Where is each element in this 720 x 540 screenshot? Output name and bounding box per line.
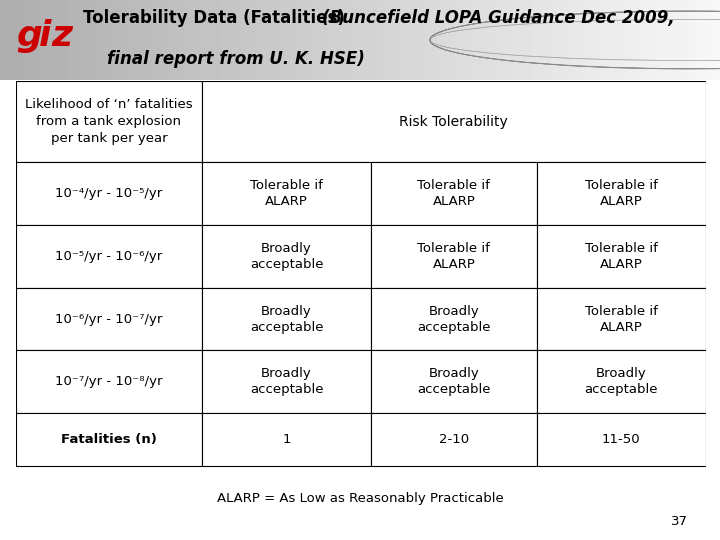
Bar xyxy=(536,288,706,350)
Bar xyxy=(536,163,706,225)
Text: g: g xyxy=(16,19,42,53)
Text: Tolerable if
ALARP: Tolerable if ALARP xyxy=(418,179,490,208)
Bar xyxy=(536,413,706,466)
Text: Broadly
acceptable: Broadly acceptable xyxy=(417,305,490,334)
Bar xyxy=(16,225,202,288)
Bar xyxy=(16,288,202,350)
Text: Tolerable if
ALARP: Tolerable if ALARP xyxy=(585,179,657,208)
Text: 1: 1 xyxy=(282,433,291,446)
Text: (Buncefield LOPA Guidance Dec 2009,: (Buncefield LOPA Guidance Dec 2009, xyxy=(322,9,675,26)
Text: final report from U. K. HSE): final report from U. K. HSE) xyxy=(107,50,364,68)
Text: Broadly
acceptable: Broadly acceptable xyxy=(585,367,658,396)
Bar xyxy=(536,350,706,413)
Text: ALARP = As Low as Reasonably Practicable: ALARP = As Low as Reasonably Practicable xyxy=(217,492,503,505)
Text: Tolerable if
ALARP: Tolerable if ALARP xyxy=(585,305,657,334)
Bar xyxy=(371,413,536,466)
Bar xyxy=(202,350,371,413)
Text: Broadly
acceptable: Broadly acceptable xyxy=(417,367,490,396)
Text: Tolerable if
ALARP: Tolerable if ALARP xyxy=(250,179,323,208)
Text: i: i xyxy=(39,19,52,53)
Text: z: z xyxy=(51,19,73,53)
Text: Tolerable if
ALARP: Tolerable if ALARP xyxy=(418,242,490,271)
Text: Risk Tolerability: Risk Tolerability xyxy=(400,114,508,129)
Text: Fatalities (n): Fatalities (n) xyxy=(61,433,157,446)
Text: Broadly
acceptable: Broadly acceptable xyxy=(250,305,323,334)
Text: 10⁻⁵/yr - 10⁻⁶/yr: 10⁻⁵/yr - 10⁻⁶/yr xyxy=(55,250,163,263)
Bar xyxy=(202,225,371,288)
Text: 11-50: 11-50 xyxy=(602,433,640,446)
Bar xyxy=(202,81,706,163)
Bar xyxy=(16,163,202,225)
Bar xyxy=(16,350,202,413)
Text: 37: 37 xyxy=(670,515,688,528)
Text: 10⁻⁷/yr - 10⁻⁸/yr: 10⁻⁷/yr - 10⁻⁸/yr xyxy=(55,375,163,388)
Text: Tolerability Data (Fatalities): Tolerability Data (Fatalities) xyxy=(83,9,351,26)
Text: 10⁻⁶/yr - 10⁻⁷/yr: 10⁻⁶/yr - 10⁻⁷/yr xyxy=(55,313,163,326)
Text: 10⁻⁴/yr - 10⁻⁵/yr: 10⁻⁴/yr - 10⁻⁵/yr xyxy=(55,187,163,200)
Bar xyxy=(202,288,371,350)
Bar xyxy=(371,288,536,350)
Text: Broadly
acceptable: Broadly acceptable xyxy=(250,367,323,396)
Bar xyxy=(536,225,706,288)
Bar xyxy=(371,163,536,225)
Bar xyxy=(202,413,371,466)
Bar xyxy=(371,350,536,413)
Bar xyxy=(202,163,371,225)
Text: Tolerable if
ALARP: Tolerable if ALARP xyxy=(585,242,657,271)
Text: Broadly
acceptable: Broadly acceptable xyxy=(250,242,323,271)
Bar xyxy=(16,81,202,163)
Bar xyxy=(16,413,202,466)
Text: 2-10: 2-10 xyxy=(438,433,469,446)
Text: Likelihood of ‘n’ fatalities
from a tank explosion
per tank per year: Likelihood of ‘n’ fatalities from a tank… xyxy=(25,98,193,145)
Bar xyxy=(371,225,536,288)
